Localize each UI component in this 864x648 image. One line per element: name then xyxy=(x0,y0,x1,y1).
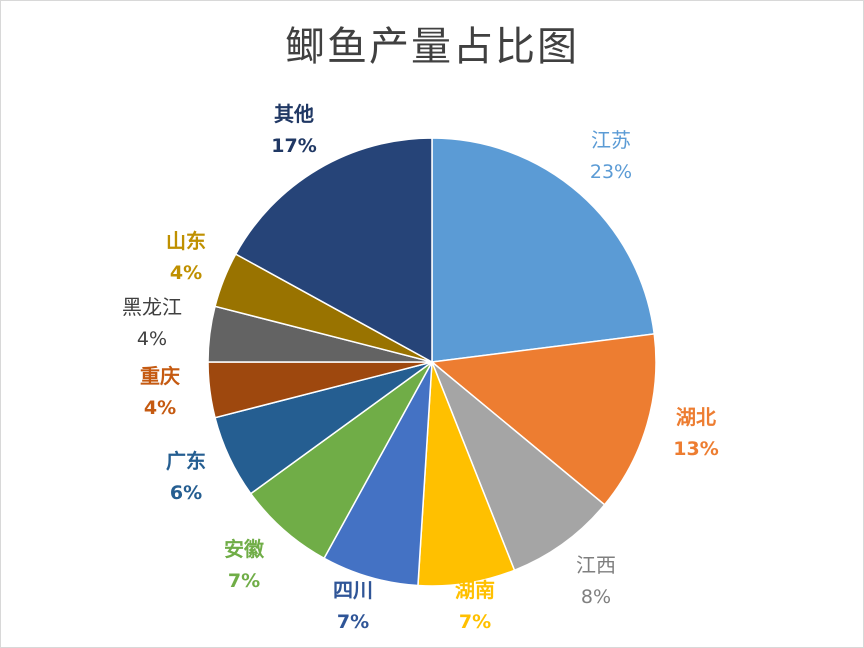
slice-label-3: 江西 8% xyxy=(576,549,616,613)
slice-label-6: 安徽 7% xyxy=(224,533,264,597)
slice-percent: 4% xyxy=(169,262,203,284)
slice-name: 湖北 xyxy=(675,405,716,429)
slice-label-8: 重庆 4% xyxy=(140,360,180,424)
slice-label-7: 广东 6% xyxy=(166,445,206,509)
slice-label-5: 四川 7% xyxy=(333,574,373,638)
slice-name: 重庆 xyxy=(140,364,180,388)
pie-slice-3 xyxy=(431,361,606,572)
slice-percent: 4% xyxy=(136,328,168,350)
slice-label-9: 黑龙江 4% xyxy=(122,291,182,355)
slice-percent: 8% xyxy=(580,586,612,608)
slice-name: 山东 xyxy=(166,229,206,253)
slice-percent: 17% xyxy=(271,135,317,157)
slice-percent: 4% xyxy=(143,397,177,419)
slice-name: 安徽 xyxy=(224,537,264,561)
slice-name: 黑龙江 xyxy=(122,295,182,319)
slice-percent: 13% xyxy=(673,438,719,460)
slice-label-1: 江苏 23% xyxy=(590,124,632,188)
slice-percent: 6% xyxy=(169,482,203,504)
slice-percent: 23% xyxy=(589,161,633,183)
slice-name: 江苏 xyxy=(590,128,631,152)
pie-slice-1 xyxy=(431,137,656,363)
slice-label-11: 其他 17% xyxy=(271,98,316,162)
slice-label-2: 湖北 13% xyxy=(673,401,718,465)
slice-name: 广东 xyxy=(166,449,206,473)
chart-title: 鲫鱼产量占比图 xyxy=(285,24,579,70)
slice-name: 四川 xyxy=(333,578,373,602)
slice-percent: 7% xyxy=(458,611,492,633)
slice-percent: 7% xyxy=(336,611,370,633)
slice-name: 其他 xyxy=(273,102,314,126)
pie-slice-11 xyxy=(234,137,433,364)
slice-name: 江西 xyxy=(576,553,616,577)
slice-name: 湖南 xyxy=(455,578,495,602)
pie-slice-2 xyxy=(430,333,657,506)
slice-label-4: 湖南 7% xyxy=(455,574,495,638)
slice-percent: 7% xyxy=(227,570,261,592)
slice-label-10: 山东 4% xyxy=(166,225,206,289)
